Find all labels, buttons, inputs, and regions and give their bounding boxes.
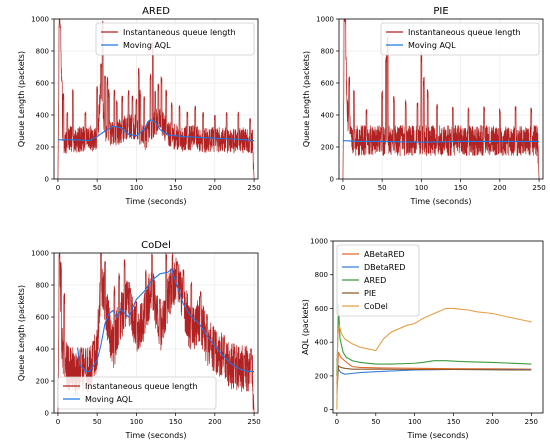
x-tick-label: 200 [208, 418, 221, 426]
legend-label: CoDel [364, 302, 388, 311]
y-tick-label: 800 [36, 282, 49, 290]
chart-title: CoDel [141, 240, 171, 251]
y-tick-label: 200 [321, 144, 334, 152]
ared-series-moving-aql [57, 119, 255, 142]
aql-series-codel [336, 307, 532, 410]
y-axis-label: Queue Length (packets) [17, 51, 26, 147]
y-tick-label: 800 [36, 48, 49, 56]
y-tick-label: 400 [321, 112, 334, 120]
x-tick-label: 50 [371, 418, 380, 426]
aql-series-dbetared [336, 358, 532, 375]
x-tick-label: 50 [93, 418, 102, 426]
legend-box [95, 22, 255, 56]
y-tick-label: 800 [321, 48, 334, 56]
y-axis-label: AQL (packets) [301, 299, 310, 355]
x-tick-label: 150 [169, 184, 182, 192]
x-axis-label: Time (seconds) [124, 197, 186, 206]
y-tick-label: 0 [330, 176, 334, 184]
y-tick-label: 400 [315, 339, 328, 347]
x-tick-label: 150 [447, 418, 460, 426]
x-tick-label: 150 [454, 184, 467, 192]
x-tick-label: 0 [56, 184, 60, 192]
legend-box [57, 376, 217, 410]
legend: Instantaneous queue length Moving AQL [95, 22, 255, 56]
aql-series-ared [336, 304, 532, 376]
legend: Instantaneous queue length Moving AQL [57, 376, 217, 410]
x-tick-label: 0 [335, 418, 339, 426]
x-tick-label: 250 [247, 418, 260, 426]
y-tick-label: 0 [45, 176, 49, 184]
legend-label: Instantaneous queue length [85, 382, 198, 391]
aql-series-abetared [336, 351, 532, 385]
y-tick-label: 600 [36, 80, 49, 88]
x-tick-label: 0 [56, 418, 60, 426]
x-tick-label: 0 [341, 184, 345, 192]
y-tick-label: 1000 [310, 238, 328, 246]
y-tick-label: 600 [321, 80, 334, 88]
pie-chart: 0 50 100 150 200 250 0 200 400 600 800 1000 PIE Time … [302, 6, 546, 206]
x-tick-label: 50 [378, 184, 387, 192]
legend-label: Moving AQL [85, 395, 133, 404]
x-tick-label: 100 [408, 418, 421, 426]
y-tick-label: 400 [36, 112, 49, 120]
y-tick-label: 200 [315, 372, 328, 380]
ared-series-instantaneous-queue-length [57, 19, 255, 179]
legend-label: Instantaneous queue length [408, 28, 521, 37]
x-axis-label: Time (seconds) [124, 431, 186, 440]
pie-series-instantaneous-queue-length [342, 19, 540, 179]
aql-series-pie [336, 365, 532, 393]
x-tick-label: 250 [532, 184, 545, 192]
legend-label: ARED [364, 276, 386, 285]
x-tick-label: 250 [247, 184, 260, 192]
y-tick-label: 0 [45, 410, 49, 418]
x-tick-label: 200 [208, 184, 221, 192]
x-tick-label: 100 [130, 184, 143, 192]
legend: Instantaneous queue length Moving AQL [380, 22, 540, 56]
x-tick-label: 100 [415, 184, 428, 192]
legend: ABetaRED DBetaRED ARED PIE CoDel [336, 244, 420, 317]
codel-series-moving-aql [76, 268, 255, 372]
plot-frame [332, 240, 544, 414]
aql-chart: 0 50 100 150 200 250 0 200 400 600 800 1000 Time (se… [301, 238, 544, 440]
legend-box [336, 244, 420, 317]
x-tick-label: 200 [486, 418, 499, 426]
legend-label: ABetaRED [364, 250, 405, 259]
x-axis-label: Time (seconds) [406, 431, 468, 440]
plot-frame [338, 18, 544, 180]
chart-title: PIE [433, 6, 448, 17]
x-tick-label: 150 [169, 418, 182, 426]
y-axis-label: Queue Length (packets) [302, 51, 311, 147]
legend-label: DBetaRED [364, 263, 405, 272]
x-axis-label: Time (seconds) [409, 197, 471, 206]
y-tick-label: 0 [324, 406, 328, 414]
x-tick-label: 100 [130, 418, 143, 426]
y-tick-label: 800 [315, 271, 328, 279]
y-tick-label: 400 [36, 346, 49, 354]
y-tick-label: 200 [36, 378, 49, 386]
y-axis-label: Queue Length (packets) [17, 285, 26, 381]
legend-box [380, 22, 540, 56]
plot-frame [53, 252, 259, 414]
x-tick-label: 250 [525, 418, 538, 426]
legend-label: Moving AQL [123, 41, 171, 50]
codel-chart: 0 50 100 150 200 250 0 200 400 600 800 1000 CoDel Tim… [17, 240, 261, 440]
x-tick-label: 50 [93, 184, 102, 192]
legend-label: Moving AQL [408, 41, 456, 50]
pie-series-moving-aql [342, 140, 540, 143]
x-tick-label: 200 [493, 184, 506, 192]
y-tick-label: 600 [36, 314, 49, 322]
y-tick-label: 600 [315, 305, 328, 313]
chart-title: ARED [142, 6, 170, 17]
legend-label: Instantaneous queue length [123, 28, 236, 37]
y-tick-label: 200 [36, 144, 49, 152]
y-tick-label: 1000 [31, 250, 49, 258]
y-tick-label: 1000 [316, 16, 334, 24]
y-tick-label: 1000 [31, 16, 49, 24]
legend-label: PIE [364, 289, 376, 298]
ared-chart: 0 50 100 150 200 250 0 200 400 600 800 1000 ARED Time… [17, 6, 261, 206]
plot-frame [53, 18, 259, 180]
